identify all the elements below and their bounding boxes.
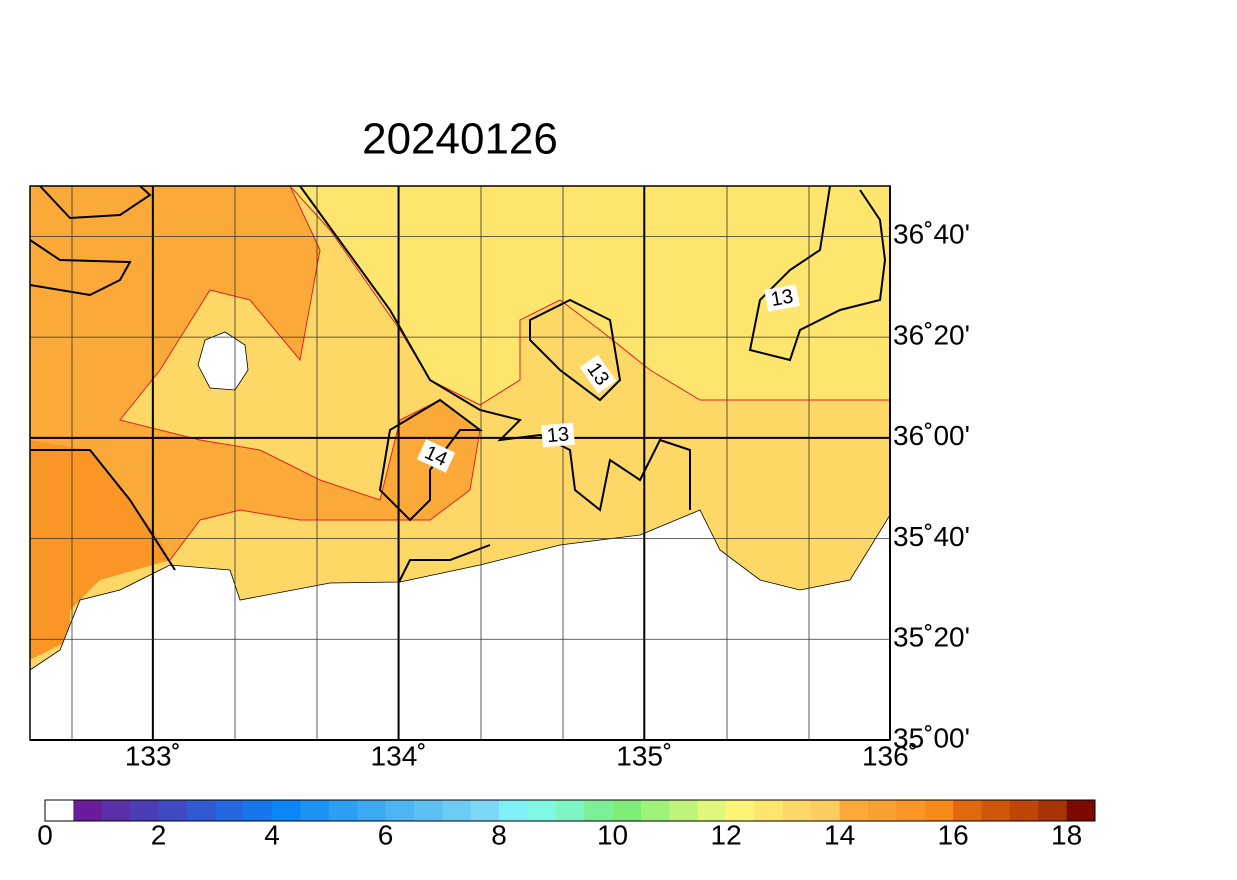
colorbar-segment xyxy=(697,800,727,821)
colorbar-segment xyxy=(867,800,897,821)
colorbar-segment xyxy=(499,800,528,821)
contour-label-text: 13 xyxy=(546,423,570,447)
y-tick-label: 35˚40' xyxy=(893,521,970,552)
colorbar-segment xyxy=(555,800,585,821)
land xyxy=(30,509,890,740)
colorbar-segment xyxy=(811,800,840,821)
contour-label: 13 xyxy=(764,284,800,312)
island xyxy=(197,331,249,391)
colorbar-segment xyxy=(328,800,358,821)
y-tick-label: 36˚00' xyxy=(893,420,970,451)
colorbar-tick-label: 4 xyxy=(264,819,280,850)
colorbar-segment xyxy=(300,800,330,821)
colorbar-segment xyxy=(754,800,784,821)
colorbar-segment xyxy=(413,800,443,821)
colorbar-segment xyxy=(45,800,74,821)
title: 20240126 xyxy=(362,115,558,164)
field-15 xyxy=(30,440,170,660)
colorbar-segment xyxy=(470,800,500,821)
colorbar-tick-label: 0 xyxy=(37,819,53,850)
x-tick-label: 133˚ xyxy=(125,740,181,771)
colorbar-segment xyxy=(130,800,159,821)
colorbar-segment xyxy=(640,800,670,821)
colorbar-segment xyxy=(782,800,812,821)
plot-frame xyxy=(29,185,891,741)
x-tick-label: 134˚ xyxy=(371,740,427,771)
colorbar-segment xyxy=(101,800,131,821)
colorbar-segment xyxy=(527,800,557,821)
contour-label: 13 xyxy=(541,422,575,448)
colorbar-segment xyxy=(839,800,869,821)
colorbar-segment xyxy=(186,800,216,821)
colorbar-tick-label: 2 xyxy=(151,819,167,850)
colorbar: 0 2 4 6 8 10 12 14 16 18 xyxy=(37,799,1096,850)
y-tick-label: 35˚00' xyxy=(893,722,970,753)
colorbar-tick-label: 16 xyxy=(938,819,969,850)
colorbar-segment xyxy=(981,800,1011,821)
colorbar-segment xyxy=(357,800,386,821)
colorbar-segment xyxy=(896,800,926,821)
colorbar-segment xyxy=(1066,800,1096,821)
contour xyxy=(748,186,887,362)
colorbar-segment xyxy=(272,800,301,821)
colorbar-segment xyxy=(726,800,755,821)
colorbar-tick-label: 8 xyxy=(491,819,507,850)
map-field xyxy=(30,186,890,740)
y-tick-label: 36˚20' xyxy=(893,319,970,350)
colorbar-tick-label: 14 xyxy=(824,819,855,850)
colorbar-segment xyxy=(215,800,244,821)
contour xyxy=(30,239,132,297)
colorbar-tick-label: 6 xyxy=(378,819,394,850)
y-tick-label: 36˚40' xyxy=(893,219,970,250)
colorbar-tick-label: 12 xyxy=(711,819,742,850)
contour xyxy=(398,544,491,583)
y-tick-label: 35˚20' xyxy=(893,622,970,653)
contour xyxy=(39,186,152,220)
field-12 xyxy=(289,186,890,406)
x-tick-label: 135˚ xyxy=(616,740,672,771)
field-14 xyxy=(30,186,481,571)
contour xyxy=(299,186,691,512)
colorbar-segment xyxy=(385,800,415,821)
contour xyxy=(529,298,622,402)
colorbar-segment xyxy=(442,800,471,821)
colorbar-segment xyxy=(1009,800,1039,821)
colorbar-segment xyxy=(612,800,642,821)
colorbar-segment xyxy=(243,800,273,821)
colorbar-segment xyxy=(1038,800,1067,821)
contour-label-text: 13 xyxy=(769,286,795,312)
colorbar-segment xyxy=(158,800,188,821)
contour xyxy=(378,398,483,522)
colorbar-tick-label: 18 xyxy=(1051,819,1082,850)
colorbar-frame xyxy=(44,799,1096,822)
colorbar-segment xyxy=(669,800,699,821)
minor-grid xyxy=(71,186,810,740)
colorbar-segment xyxy=(584,800,613,821)
colorbar-tick-label: 10 xyxy=(597,819,628,850)
colorbar-segment xyxy=(73,800,103,821)
x-tick-label: 136˚ xyxy=(862,740,918,771)
colorbar-segment xyxy=(924,800,954,821)
colorbar-segment xyxy=(953,800,982,821)
